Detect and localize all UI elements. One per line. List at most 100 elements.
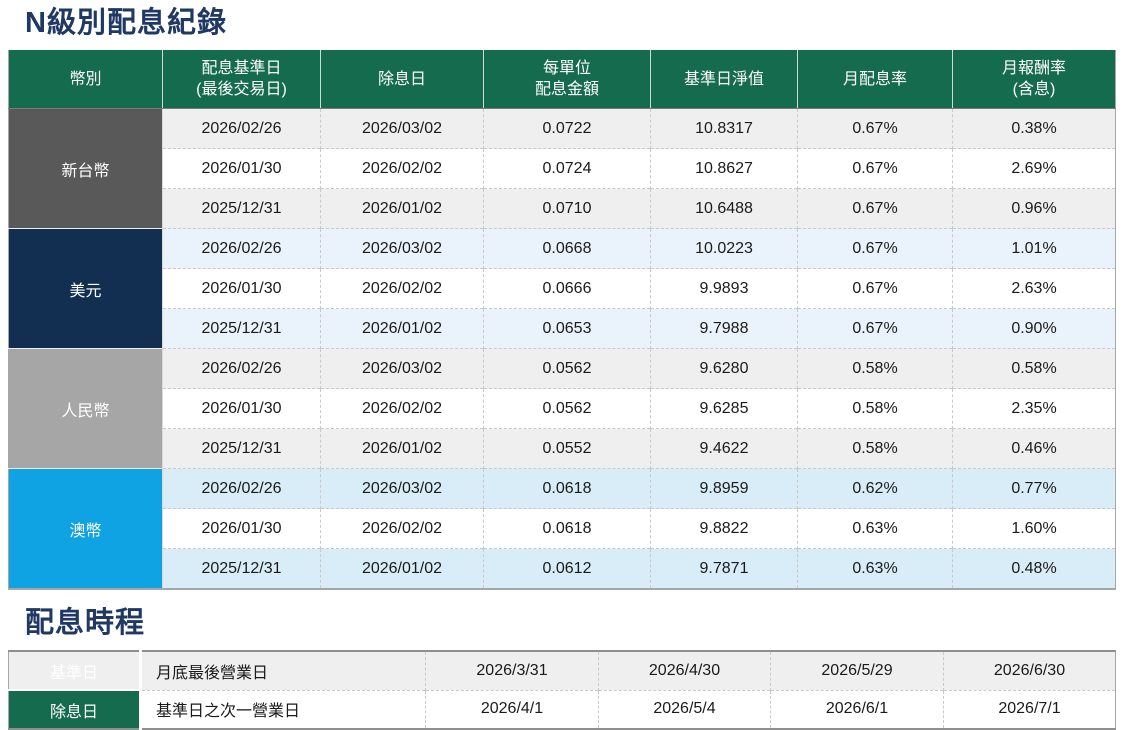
schedule-label-ex-date: 除息日 — [8, 689, 142, 729]
dividend-per-unit: 0.0710 — [483, 188, 651, 229]
monthly-return: 0.90% — [952, 308, 1116, 349]
ex-date: 2026/01/02 — [320, 188, 484, 229]
monthly-return: 1.60% — [952, 508, 1116, 549]
dividend-per-unit: 0.0562 — [483, 388, 651, 429]
dividend-per-unit: 0.0618 — [483, 468, 651, 509]
schedule-date: 2026/6/1 — [770, 689, 944, 729]
schedule-date: 2026/7/1 — [943, 689, 1116, 729]
dividend-per-unit: 0.0722 — [483, 108, 651, 149]
ex-date: 2026/01/02 — [320, 308, 484, 349]
header-line: 除息日 — [377, 70, 426, 88]
record-date: 2026/02/26 — [162, 468, 321, 509]
dividend-record-table: 幣別 配息基準日 (最後交易日) 除息日 每單位配息金額 基準日淨值 月配息率 月… — [8, 50, 1116, 590]
ex-date: 2026/03/02 — [320, 108, 484, 149]
table-row: 澳幣 2026/02/26 2026/03/02 0.0618 9.8959 0… — [8, 468, 1116, 589]
dividend-per-unit: 0.0618 — [483, 508, 651, 549]
record-date: 2026/01/30 — [162, 148, 321, 189]
schedule-date: 2026/4/30 — [598, 651, 771, 690]
currency-cell-aud: 澳幣 — [8, 468, 163, 589]
monthly-return: 0.48% — [952, 548, 1116, 589]
schedule-description: 基準日之次一營業日 — [140, 689, 426, 729]
record-date: 2026/02/26 — [162, 108, 321, 149]
dividend-per-unit: 0.0653 — [483, 308, 651, 349]
record-date: 2026/01/30 — [162, 268, 321, 309]
ex-date: 2026/02/02 — [320, 148, 484, 189]
ex-date: 2026/01/02 — [320, 428, 484, 469]
table-row: 2025/12/31 2026/01/02 0.0710 10.6488 0.6… — [9, 188, 1116, 229]
header-currency: 幣別 — [8, 50, 163, 109]
table-row: 除息日 基準日之次一營業日 2026/4/1 2026/5/4 2026/6/1… — [8, 689, 1116, 729]
currency-cell-twd: 新台幣 — [8, 108, 163, 229]
table-row: 2026/01/30 2026/02/02 0.0618 9.8822 0.63… — [9, 508, 1116, 549]
monthly-rate: 0.67% — [797, 268, 953, 309]
header-monthly-rate: 月配息率 — [797, 50, 953, 109]
currency-cell-usd: 美元 — [8, 228, 163, 349]
schedule-description: 月底最後營業日 — [140, 651, 426, 690]
ex-date: 2026/03/02 — [320, 468, 484, 509]
dividend-per-unit: 0.0612 — [483, 548, 651, 589]
monthly-rate: 0.67% — [797, 228, 953, 269]
record-date: 2025/12/31 — [162, 188, 321, 229]
dividend-per-unit: 0.0724 — [483, 148, 651, 189]
monthly-return: 0.58% — [952, 348, 1116, 389]
section-title-dividend-record: N級別配息紀錄 — [25, 7, 227, 39]
monthly-return: 0.38% — [952, 108, 1116, 149]
header-line: 配息金額 — [534, 81, 599, 98]
nav-value: 10.8627 — [650, 148, 798, 189]
table-row: 人民幣 2026/02/26 2026/03/02 0.0562 9.6280 … — [8, 348, 1116, 469]
table-row: 2026/01/30 2026/02/02 0.0724 10.8627 0.6… — [9, 148, 1116, 189]
nav-value: 9.9893 — [650, 268, 798, 309]
dividend-per-unit: 0.0562 — [483, 348, 651, 389]
nav-value: 10.6488 — [650, 188, 798, 229]
monthly-return: 1.01% — [952, 228, 1116, 269]
record-date: 2025/12/31 — [162, 428, 321, 469]
record-date: 2026/01/30 — [162, 388, 321, 429]
ex-date: 2026/02/02 — [320, 268, 484, 309]
schedule-table: 基準日 月底最後營業日 2026/3/31 2026/4/30 2026/5/2… — [8, 650, 1116, 730]
nav-value: 9.6280 — [650, 348, 798, 389]
header-ex-dividend-date: 除息日 — [320, 50, 484, 109]
schedule-date: 2026/5/4 — [598, 689, 771, 729]
table-row: 2025/12/31 2026/01/02 0.0612 9.7871 0.63… — [9, 548, 1116, 589]
header-line: 配息基準日 — [201, 60, 282, 77]
table-row: 基準日 月底最後營業日 2026/3/31 2026/4/30 2026/5/2… — [8, 651, 1116, 690]
header-record-date: 配息基準日 (最後交易日) — [162, 50, 321, 109]
monthly-return: 2.69% — [952, 148, 1116, 189]
monthly-rate: 0.58% — [797, 428, 953, 469]
table-row: 2025/12/31 2026/01/02 0.0552 9.4622 0.58… — [9, 428, 1116, 469]
header-dividend-per-unit: 每單位 配息金額 — [483, 50, 651, 109]
header-line: 每單位 — [542, 60, 591, 77]
monthly-rate: 0.63% — [797, 548, 953, 589]
header-line: (含息) — [1012, 81, 1056, 98]
header-line: 幣別 — [69, 70, 102, 88]
monthly-rate: 0.67% — [797, 308, 953, 349]
monthly-rate: 0.67% — [797, 188, 953, 229]
header-line: 月報酬率 — [1001, 60, 1066, 77]
schedule-date: 2026/5/29 — [770, 651, 944, 690]
schedule-date: 2026/4/1 — [425, 689, 599, 729]
nav-value: 9.4622 — [650, 428, 798, 469]
schedule-date: 2026/3/31 — [425, 651, 599, 690]
monthly-return: 0.96% — [952, 188, 1116, 229]
ex-date: 2026/03/02 — [320, 228, 484, 269]
dividend-per-unit: 0.0552 — [483, 428, 651, 469]
nav-value: 9.7871 — [650, 548, 798, 589]
dividend-per-unit: 0.0668 — [483, 228, 651, 269]
table-row: 2026/01/30 2026/02/02 0.0562 9.6285 0.58… — [9, 388, 1116, 429]
ex-date: 2026/02/02 — [320, 508, 484, 549]
ex-date: 2026/02/02 — [320, 388, 484, 429]
dividend-per-unit: 0.0666 — [483, 268, 651, 309]
header-line: (最後交易日) — [196, 81, 287, 98]
table-row: 2025/12/31 2026/01/02 0.0653 9.7988 0.67… — [9, 308, 1116, 349]
schedule-label-record-date: 基準日 — [8, 651, 142, 690]
record-date: 2026/02/26 — [162, 228, 321, 269]
nav-value: 10.0223 — [650, 228, 798, 269]
header-nav: 基準日淨值 — [650, 50, 798, 109]
monthly-return: 0.46% — [952, 428, 1116, 469]
nav-value: 9.8822 — [650, 508, 798, 549]
monthly-rate: 0.67% — [797, 108, 953, 149]
monthly-return: 2.63% — [952, 268, 1116, 309]
table-header-row: 幣別 配息基準日 (最後交易日) 除息日 每單位配息金額 基準日淨值 月配息率 月… — [8, 50, 1116, 109]
ex-date: 2026/03/02 — [320, 348, 484, 389]
ex-date: 2026/01/02 — [320, 548, 484, 589]
